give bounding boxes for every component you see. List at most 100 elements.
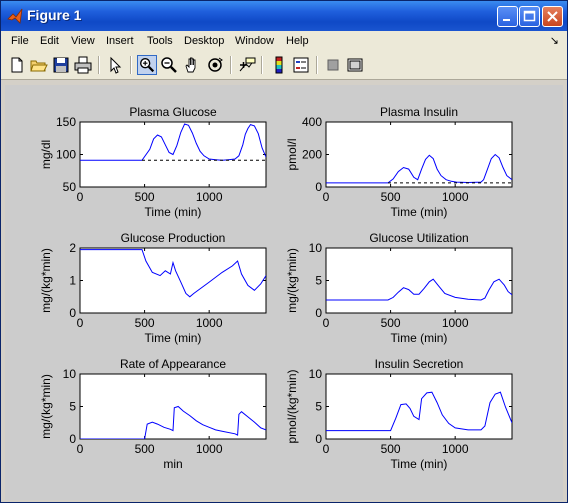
subplot-4[interactable]: 0 500 1000 0 5 10 Rate of Appearance min mg/(kg*… [39,357,267,471]
x-tick-label: 500 [135,316,155,330]
y-axis-label: mg/(kg*min) [285,248,299,313]
x-tick-label: 1000 [442,442,469,456]
zoom-out-icon[interactable] [159,55,179,75]
plot-title: Insulin Secretion [375,357,464,371]
plot-title: Plasma Glucose [129,105,217,119]
menu-insert[interactable]: Insert [106,35,134,47]
y-tick-label: 100 [56,148,76,162]
axes-box [325,247,513,314]
x-tick-label: 500 [135,442,155,456]
figure-canvas: 0 500 1000 50 100 150 Plasma Glucose Time (min)… [5,85,563,500]
menu-edit[interactable]: Edit [40,35,59,47]
title-bar[interactable]: Figure 1 [1,1,567,31]
hide-plot-tools-icon[interactable] [323,55,343,75]
menu-desktop[interactable]: Desktop [184,35,225,47]
save-icon[interactable] [51,55,71,75]
maximize-button[interactable] [519,6,540,27]
x-tick-label: 1000 [442,316,469,330]
subplot-0[interactable]: 0 500 1000 50 100 150 Plasma Glucose Time (min)… [39,105,267,219]
y-axis-label: pmol/(kg*min) [285,369,299,443]
minimize-icon [503,19,510,21]
y-tick-label: 5 [315,274,322,288]
menu-view[interactable]: View [71,35,95,47]
axes-box [79,247,267,314]
x-tick-label: 500 [381,190,401,204]
x-tick-label: 1000 [196,442,223,456]
x-tick-label: 500 [381,442,401,456]
menu-bar: File Edit View Insert Tools Desktop Wind… [1,31,567,51]
x-tick-label: 0 [77,442,84,456]
rotate-3d-icon[interactable] [205,55,225,75]
x-axis-label: Time (min) [145,205,202,219]
toolbar [1,51,567,80]
show-plot-tools-icon[interactable] [345,55,365,75]
plot-title: Glucose Production [121,231,226,245]
x-tick-label: 0 [323,316,330,330]
y-tick-label: 150 [56,115,76,129]
pan-hand-icon[interactable] [182,55,202,75]
x-tick-label: 0 [77,316,84,330]
y-tick-label: 10 [309,241,323,255]
menu-window[interactable]: Window [235,35,275,47]
window-title: Figure 1 [27,7,82,23]
zoom-in-icon[interactable] [137,55,157,75]
close-button[interactable] [542,6,563,27]
y-tick-label: 10 [309,367,323,381]
subplot-3[interactable]: 0 500 1000 0 5 10 Glucose Utilization Time (min… [285,231,513,345]
menu-tools[interactable]: Tools [147,35,173,47]
y-tick-label: 400 [302,115,322,129]
arrow-pointer-icon[interactable] [105,55,125,75]
subplot-2[interactable]: 0 500 1000 0 1 2 Glucose Production Time (min) m… [39,231,267,345]
new-file-icon[interactable] [7,55,27,75]
toolbar-separator [130,56,132,74]
x-axis-label: min [163,457,182,471]
x-tick-label: 500 [381,316,401,330]
matlab-logo-icon [7,8,23,24]
toolbar-separator [98,56,100,74]
data-line [80,249,266,298]
y-tick-label: 0 [69,432,76,446]
plot-title: Plasma Insulin [380,105,458,119]
y-tick-label: 5 [69,400,76,414]
x-tick-label: 1000 [442,190,469,204]
y-axis-label: mg/dl [39,140,53,169]
colorbar-icon[interactable] [269,55,289,75]
x-tick-label: 0 [323,442,330,456]
y-axis-label: mg/(kg*min) [39,248,53,313]
toolbar-separator [316,56,318,74]
maximize-icon [523,10,536,22]
subplot-1[interactable]: 0 500 1000 0 200 400 Plasma Insulin Time (min) p… [285,105,513,219]
menu-help[interactable]: Help [286,35,309,47]
menu-file[interactable]: File [11,35,29,47]
x-tick-label: 1000 [196,316,223,330]
y-tick-label: 1 [69,274,76,288]
x-axis-label: Time (min) [391,457,448,471]
data-cursor-icon[interactable] [237,55,257,75]
legend-icon[interactable] [291,55,311,75]
minimize-button[interactable] [497,6,518,27]
subplot-5[interactable]: 0 500 1000 0 5 10 Insulin Secretion Time (min) p… [285,357,513,471]
x-axis-label: Time (min) [391,331,448,345]
plot-title: Rate of Appearance [120,357,226,371]
dock-arrow-icon[interactable]: ↘ [549,35,559,47]
y-tick-label: 0 [315,432,322,446]
x-axis-label: Time (min) [145,331,202,345]
print-icon[interactable] [73,55,93,75]
y-tick-label: 50 [63,180,77,194]
plot-title: Glucose Utilization [369,231,468,245]
data-line [326,391,512,432]
data-line [80,405,266,439]
x-tick-label: 0 [77,190,84,204]
x-axis-label: Time (min) [391,205,448,219]
y-tick-label: 0 [315,306,322,320]
toolbar-separator [230,56,232,74]
axes-box [325,373,513,440]
y-tick-label: 200 [302,148,322,162]
data-line [326,153,512,184]
open-folder-icon[interactable] [29,55,49,75]
close-icon [547,11,558,22]
y-axis-label: pmol/l [285,138,299,170]
data-line [326,278,512,301]
